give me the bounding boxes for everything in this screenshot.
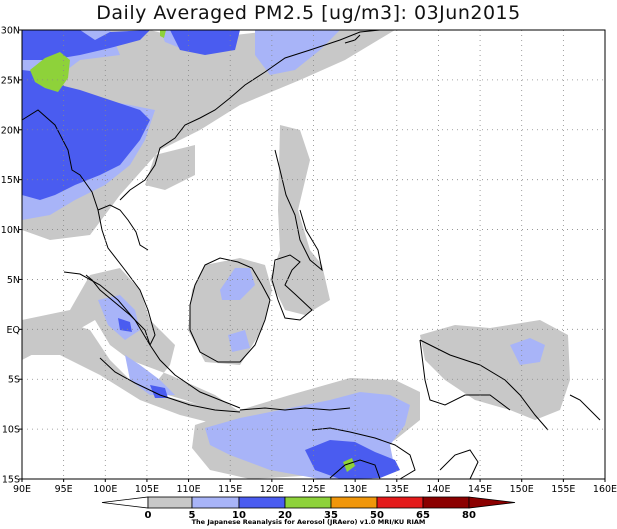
x-tick-label: 95E — [55, 484, 73, 495]
x-tick-label: 120E — [260, 484, 284, 495]
colorbar-label: 35 — [324, 510, 338, 521]
x-tick-label: 115E — [218, 484, 242, 495]
colorbar: 0 5 10 20 35 50 65 80 — [101, 496, 516, 521]
x-tick-label: 150E — [510, 484, 534, 495]
colorbar-label: 80 — [462, 510, 476, 521]
colorbar-label: 0 — [145, 510, 152, 521]
colorbar-label: 10 — [232, 510, 246, 521]
x-tick-label: 105E — [135, 484, 159, 495]
credit-line: The Japanese Reanalysis for Aerosol (JRA… — [191, 518, 426, 526]
y-tick-label: 25N — [1, 75, 20, 86]
y-tick-label: 10N — [1, 225, 20, 236]
y-tick-label: 20N — [1, 125, 20, 136]
x-tick-label: 130E — [343, 484, 367, 495]
y-tick-label: 30N — [1, 26, 20, 37]
coastlines — [21, 29, 601, 480]
colorbar-label: 65 — [416, 510, 430, 521]
x-axis: 90E 95E 100E 105E 110E 115E 120E 125E 130E 135E 14… — [13, 479, 617, 495]
map-title: Daily Averaged PM2.5 [ug/m3]: 03Jun2015 — [96, 2, 521, 24]
x-tick-label: 90E — [13, 484, 31, 495]
colorbar-swatch — [147, 496, 193, 509]
colorbar-swatch — [330, 496, 378, 509]
y-tick-label: 15N — [1, 175, 20, 186]
colorbar-swatch — [422, 496, 470, 509]
colorbar-arrow-low — [101, 496, 149, 509]
pm25-shading-20-35 — [22, 30, 400, 479]
y-tick-label: 5N — [7, 275, 20, 286]
colorbar-label: 20 — [278, 510, 292, 521]
x-tick-label: 140E — [426, 484, 450, 495]
y-tick-label: 15S — [2, 475, 20, 486]
pm25-shading-35-50 — [30, 30, 355, 472]
colorbar-arrow-high — [468, 496, 516, 509]
graticule — [22, 30, 605, 479]
x-tick-label: 160E — [593, 484, 617, 495]
y-tick-label: EQ — [7, 325, 20, 336]
colorbar-swatch — [284, 496, 332, 509]
x-tick-label: 155E — [551, 484, 575, 495]
y-tick-label: 10S — [2, 425, 20, 436]
colorbar-label: 5 — [189, 510, 196, 521]
colorbar-swatch — [191, 496, 240, 509]
y-tick-label: 5S — [8, 375, 20, 386]
x-tick-label: 145E — [468, 484, 492, 495]
colorbar-swatch — [238, 496, 286, 509]
colorbar-swatch — [376, 496, 424, 509]
x-tick-label: 135E — [385, 484, 409, 495]
x-tick-label: 125E — [301, 484, 325, 495]
y-axis: 30N 25N 20N 15N 10N 5N EQ 5S 10S 15S — [1, 26, 22, 486]
colorbar-label: 50 — [370, 510, 384, 521]
x-tick-label: 110E — [177, 484, 201, 495]
x-tick-label: 100E — [93, 484, 117, 495]
